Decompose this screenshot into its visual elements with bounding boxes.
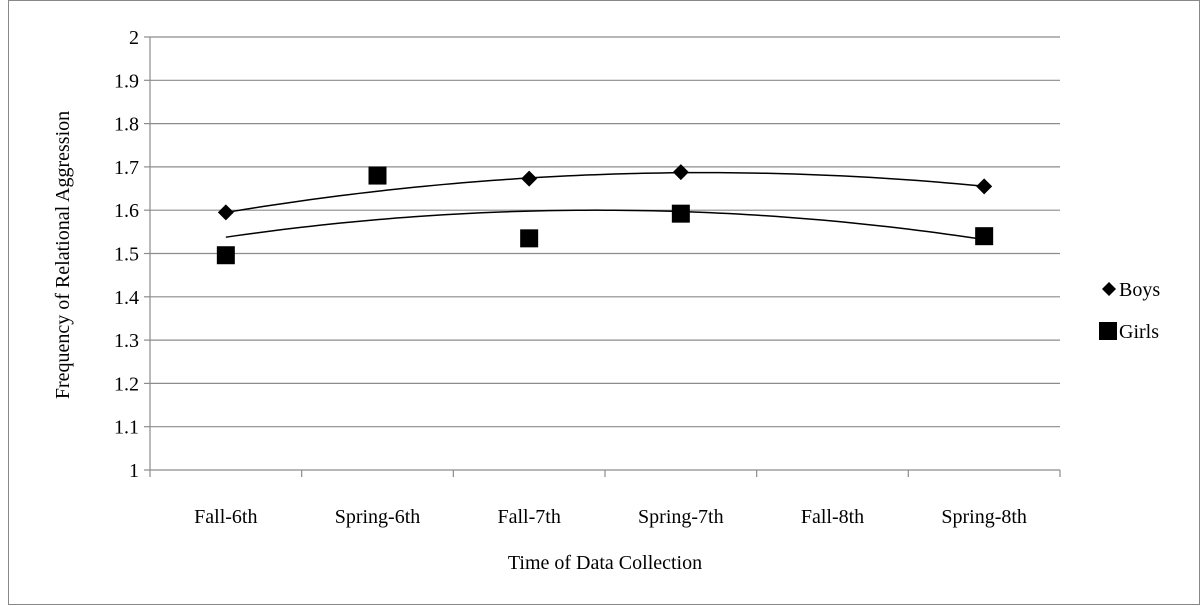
legend: Boys Girls bbox=[1099, 279, 1160, 343]
legend-item-girls: Girls bbox=[1099, 321, 1159, 343]
y-tick-label: 1.4 bbox=[114, 287, 139, 309]
markers bbox=[216, 164, 994, 265]
marker-girls bbox=[520, 229, 539, 248]
y-tick-label: 2 bbox=[129, 27, 139, 49]
marker-boys bbox=[217, 204, 234, 221]
legend-marker-boys bbox=[1102, 282, 1116, 296]
marker-girls bbox=[216, 246, 235, 265]
y-tick-label: 1.8 bbox=[114, 114, 139, 136]
y-axis-title: Frequency of Relational Aggression bbox=[52, 111, 74, 399]
legend-label-girls: Girls bbox=[1119, 321, 1159, 343]
y-tick-label: 1.5 bbox=[114, 244, 139, 266]
x-tick-label: Fall-8th bbox=[801, 506, 864, 528]
marker-boys bbox=[976, 178, 993, 195]
y-tick-label: 1.6 bbox=[114, 200, 139, 222]
y-tick-label: 1.1 bbox=[114, 417, 139, 439]
x-tick-label: Spring-8th bbox=[941, 506, 1027, 528]
x-tick-labels: Fall-6th Spring-6th Fall-7th Spring-7th Fall… bbox=[194, 506, 1027, 528]
x-tick-label: Fall-6th bbox=[194, 506, 257, 528]
x-axis-title: Time of Data Collection bbox=[508, 552, 702, 574]
marker-boys bbox=[521, 170, 538, 187]
gridlines bbox=[150, 36, 1060, 428]
marker-girls bbox=[368, 166, 387, 185]
x-tick-label: Spring-7th bbox=[638, 506, 724, 528]
legend-label-boys: Boys bbox=[1119, 279, 1160, 301]
marker-girls bbox=[671, 204, 690, 223]
y-tick-label: 1 bbox=[129, 460, 139, 482]
axes bbox=[144, 36, 1061, 477]
trendline-girls bbox=[225, 209, 985, 241]
chart-frame bbox=[8, 0, 1200, 605]
y-tick-label: 1.9 bbox=[114, 70, 139, 92]
marker-girls bbox=[975, 227, 994, 246]
trendlines bbox=[225, 171, 985, 241]
legend-item-boys: Boys bbox=[1102, 279, 1160, 301]
trendline-boys bbox=[225, 171, 985, 214]
y-tick-label: 1.2 bbox=[114, 373, 139, 395]
y-tick-labels: 1 1.1 1.2 1.3 1.4 1.5 1.6 1.7 1.8 1.9 2 bbox=[114, 27, 139, 482]
marker-boys bbox=[672, 164, 689, 181]
legend-marker-girls bbox=[1099, 322, 1117, 340]
y-tick-label: 1.7 bbox=[114, 157, 139, 179]
x-tick-label: Fall-7th bbox=[497, 506, 560, 528]
y-tick-label: 1.3 bbox=[114, 330, 139, 352]
x-tick-label: Spring-6th bbox=[335, 506, 421, 528]
